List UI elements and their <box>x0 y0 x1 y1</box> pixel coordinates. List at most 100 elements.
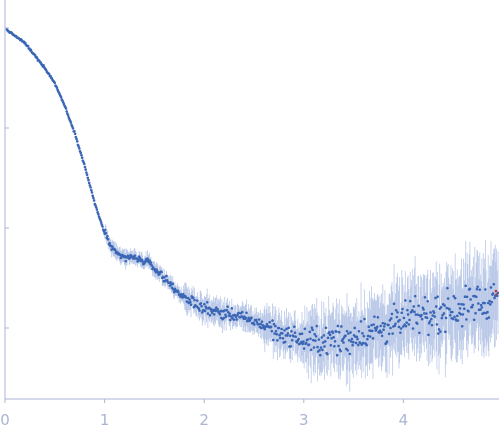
data-point <box>311 338 315 342</box>
data-point <box>172 290 176 294</box>
data-point <box>212 313 216 316</box>
data-point <box>302 340 305 343</box>
data-point <box>205 300 209 304</box>
data-point <box>245 311 248 315</box>
data-point <box>94 206 98 209</box>
data-point <box>300 340 303 344</box>
data-point <box>75 140 79 143</box>
x-ticks: 0 1 2 3 4 <box>0 399 408 429</box>
data-point <box>95 208 99 211</box>
data-point <box>352 340 355 344</box>
data-point <box>87 178 90 182</box>
data-point <box>474 295 478 299</box>
data-point <box>230 307 234 310</box>
data-point <box>108 241 111 245</box>
data-point <box>331 331 335 334</box>
data-point <box>200 304 203 308</box>
data-point <box>398 318 401 322</box>
data-point <box>184 296 188 299</box>
data-point <box>393 324 397 328</box>
data-point <box>353 326 357 330</box>
data-point <box>268 320 272 324</box>
data-point <box>293 325 296 329</box>
data-point <box>288 334 292 338</box>
data-point <box>124 259 128 263</box>
data-point <box>297 337 300 341</box>
data-point <box>270 329 274 333</box>
data-point <box>302 347 306 350</box>
data-point <box>91 194 94 198</box>
data-point <box>80 153 83 157</box>
data-point <box>66 113 70 117</box>
data-point <box>422 308 425 311</box>
data-point <box>89 188 93 192</box>
data-point <box>286 332 290 335</box>
data-point <box>298 332 302 336</box>
data-point <box>309 348 313 352</box>
data-point <box>92 199 96 202</box>
data-point <box>326 336 330 340</box>
data-point <box>252 323 256 326</box>
data-point <box>83 165 87 169</box>
data-point <box>137 258 140 262</box>
data-point <box>280 327 283 331</box>
data-point <box>160 270 163 274</box>
data-point <box>312 346 316 349</box>
data-point <box>328 333 332 337</box>
data-point <box>465 295 469 299</box>
data-point <box>26 44 30 48</box>
data-point <box>317 338 321 341</box>
data-point <box>132 257 135 260</box>
data-point <box>149 261 153 264</box>
data-point <box>77 145 80 148</box>
data-point <box>321 348 324 352</box>
data-point <box>366 334 370 338</box>
data-point <box>287 326 290 330</box>
data-point <box>476 285 479 289</box>
data-point <box>163 276 166 279</box>
data-point <box>406 313 410 316</box>
data-point <box>337 330 341 334</box>
data-point <box>349 331 352 334</box>
data-point <box>467 310 470 313</box>
data-point <box>425 316 429 320</box>
data-point <box>437 332 440 335</box>
data-point <box>428 320 432 323</box>
x-tick-label: 4 <box>399 411 409 429</box>
data-point <box>193 298 196 302</box>
data-point <box>341 338 345 341</box>
data-point <box>111 245 114 248</box>
x-tick-label: 2 <box>199 411 209 429</box>
data-point <box>389 317 393 320</box>
data-point <box>59 95 63 99</box>
data-point <box>208 313 212 317</box>
data-point <box>232 318 236 321</box>
data-point <box>324 326 328 330</box>
data-point <box>73 129 76 133</box>
data-point <box>196 299 199 302</box>
data-point <box>241 310 244 314</box>
data-point <box>370 323 373 327</box>
data-point <box>348 352 352 356</box>
data-point <box>290 329 293 333</box>
data-point <box>400 311 404 315</box>
data-point <box>171 282 175 286</box>
data-point <box>381 321 385 325</box>
data-point <box>203 309 207 313</box>
x-tick-label: 3 <box>299 411 309 429</box>
data-point <box>106 234 109 238</box>
data-point <box>340 325 343 328</box>
data-point <box>82 162 86 166</box>
data-point <box>278 333 281 337</box>
data-point <box>422 312 426 315</box>
data-point <box>285 334 289 337</box>
data-point <box>290 338 294 342</box>
data-point <box>328 330 331 334</box>
data-point <box>383 322 387 326</box>
data-point <box>394 322 397 326</box>
data-point <box>226 305 229 308</box>
data-point <box>413 294 417 298</box>
data-point <box>456 319 460 322</box>
data-point <box>373 315 376 318</box>
data-point <box>405 321 409 324</box>
